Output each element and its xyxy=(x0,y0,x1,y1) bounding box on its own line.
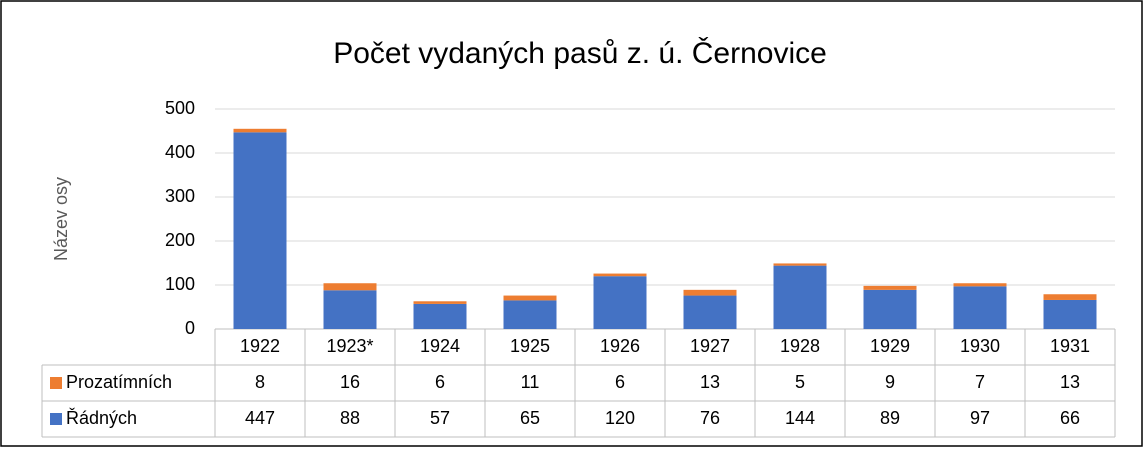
bar-segment xyxy=(1043,294,1097,300)
table-cell: 13 xyxy=(1060,372,1080,392)
table-cell: 8 xyxy=(255,372,265,392)
y-tick-label: 0 xyxy=(185,318,195,338)
table-cell: 89 xyxy=(880,408,900,428)
x-tick-label: 1928 xyxy=(780,336,820,356)
table-cell: 65 xyxy=(520,408,540,428)
table-cell: 97 xyxy=(970,408,990,428)
y-tick-label: 200 xyxy=(165,230,195,250)
bar-segment xyxy=(233,132,287,329)
table-cell: 16 xyxy=(340,372,360,392)
bar-segment xyxy=(323,290,377,329)
legend-swatch xyxy=(50,413,62,425)
table-cell: 11 xyxy=(521,372,540,392)
x-tick-label: 1925 xyxy=(510,336,550,356)
table-cell: 9 xyxy=(885,372,895,392)
bar-segment xyxy=(863,285,917,290)
legend-swatch xyxy=(50,377,62,389)
table-cell: 66 xyxy=(1060,408,1080,428)
y-tick-label: 400 xyxy=(165,142,195,162)
table-cell: 144 xyxy=(785,408,815,428)
y-axis-label: Název osy xyxy=(51,177,71,261)
table-cell: 57 xyxy=(430,408,450,428)
x-tick-label: 1922 xyxy=(240,336,280,356)
table-cell: 5 xyxy=(795,372,805,392)
bar-segment xyxy=(683,289,737,296)
bar-segment xyxy=(863,289,917,329)
bar-segment xyxy=(953,283,1007,287)
table-cell: 6 xyxy=(615,372,625,392)
table-cell: 76 xyxy=(700,408,720,428)
x-tick-label: 1929 xyxy=(870,336,910,356)
x-tick-label: 1930 xyxy=(960,336,1000,356)
bar-segment xyxy=(773,263,827,266)
bar-segment xyxy=(1043,299,1097,329)
bar-segment xyxy=(503,300,557,329)
x-tick-label: 1923* xyxy=(326,336,373,356)
x-tick-label: 1924 xyxy=(420,336,460,356)
chart-title: Počet vydaných pasů z. ú. Černovice xyxy=(333,36,827,70)
y-tick-label: 300 xyxy=(165,186,195,206)
table-cell: 88 xyxy=(340,408,360,428)
bar-segment xyxy=(773,265,827,329)
bar-segment xyxy=(413,303,467,329)
x-tick-label: 1927 xyxy=(690,336,730,356)
x-tick-label: 1926 xyxy=(600,336,640,356)
bar-segment xyxy=(503,295,557,301)
table-cell: 7 xyxy=(975,372,985,392)
bar-segment xyxy=(323,283,377,291)
table-cell: 13 xyxy=(700,372,720,392)
legend-label: Prozatímních xyxy=(66,372,172,392)
table-cell: 6 xyxy=(435,372,445,392)
y-tick-label: 100 xyxy=(165,274,195,294)
bar-segment xyxy=(593,273,647,277)
table-cell: 120 xyxy=(605,408,635,428)
x-tick-label: 1931 xyxy=(1050,336,1090,356)
table-cell: 447 xyxy=(245,408,275,428)
bar-segment xyxy=(683,295,737,329)
bar-segment xyxy=(233,128,287,133)
bar-segment xyxy=(593,276,647,329)
bar-segment xyxy=(953,286,1007,329)
y-tick-label: 500 xyxy=(165,98,195,118)
legend-label: Řádných xyxy=(66,408,137,428)
bar-segment xyxy=(413,301,467,304)
